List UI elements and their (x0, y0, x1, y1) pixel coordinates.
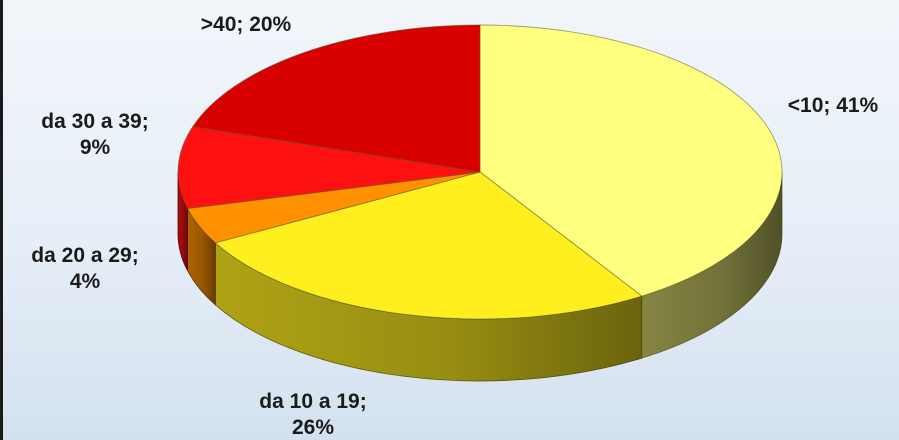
data-label-10: <10; 41% (788, 94, 879, 117)
pie-slice-10 (479, 24, 783, 297)
data-label-da-20-a-29: da 20 a 29; 4% (31, 244, 138, 293)
data-label-line: da 30 a 39; (41, 110, 148, 133)
data-label-line: da 10 a 19; (259, 390, 366, 413)
data-label-line: 26% (292, 416, 334, 439)
pie-side-shade-da-10-a-19 (215, 242, 642, 382)
pie-slice-40 (192, 24, 481, 173)
data-label-da-10-a-19: da 10 a 19; 26% (259, 390, 366, 439)
data-label-line: 9% (80, 136, 111, 159)
pie-slice-da-10-a-19 (214, 171, 643, 320)
data-label-40: >40; 20% (201, 13, 292, 36)
pie-side-shade-da-20-a-29 (187, 208, 216, 305)
pie-slice-da-30-a-39 (177, 126, 481, 210)
data-label-line: <10; 41% (788, 94, 879, 117)
data-label-line: da 20 a 29; (31, 244, 138, 267)
pie-chart: <10; 41% da 10 a 19; 26% da 20 a 29; 4% da 30… (31, 13, 879, 439)
pie-side-shade-10 (641, 172, 782, 359)
data-label-line: 4% (70, 270, 101, 293)
data-label-line: >40; 20% (201, 13, 292, 36)
pie-side-shade-da-30-a-39 (178, 172, 188, 271)
data-label-da-30-a-39: da 30 a 39; 9% (41, 110, 148, 159)
